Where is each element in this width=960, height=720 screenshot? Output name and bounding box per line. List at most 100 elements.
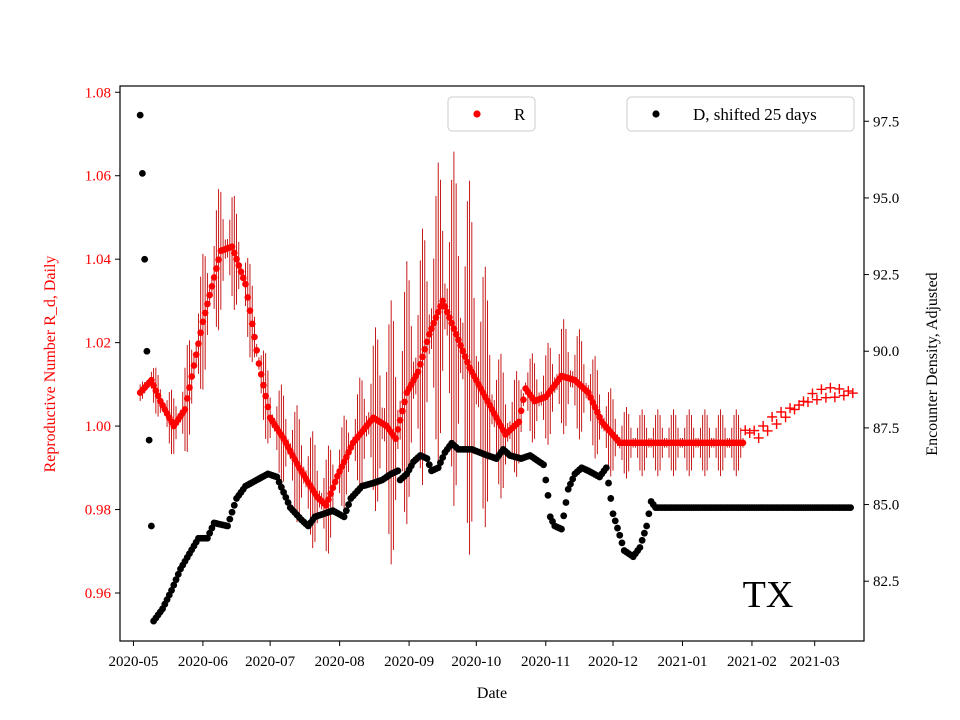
r-point	[206, 291, 213, 299]
d-point	[564, 485, 572, 493]
d-point	[275, 478, 283, 486]
r-point	[394, 426, 402, 433]
r-point	[392, 435, 399, 442]
r-forecast-point	[771, 419, 782, 430]
x-tick-label: 2020-05	[108, 654, 158, 670]
r-point	[230, 249, 238, 257]
r-point	[233, 255, 240, 263]
r-forecast-point	[802, 396, 813, 407]
d-point	[141, 255, 149, 263]
d-point	[143, 347, 151, 355]
left-tick-label: 1.06	[85, 169, 112, 185]
r-forecast-point	[834, 383, 845, 394]
r-forecast-point	[767, 411, 778, 422]
r-point	[448, 319, 455, 327]
d-point	[618, 539, 626, 547]
d-point	[645, 510, 653, 518]
d-point	[562, 499, 570, 506]
x-tick-label: 2021-03	[790, 654, 840, 670]
x-tick-label: 2020-08	[315, 654, 365, 670]
r-forecast-point	[780, 412, 791, 423]
x-tick-label: 2020-10	[451, 654, 501, 670]
right-tick-label: 82.5	[873, 574, 899, 590]
r-forecast-point	[838, 390, 849, 401]
d-point	[145, 436, 153, 444]
r-forecast-point	[740, 425, 751, 436]
left-tick-label: 0.96	[85, 586, 112, 602]
r-forecast-point	[753, 432, 764, 443]
r-point	[457, 342, 464, 349]
r-point	[428, 325, 435, 333]
r-point	[739, 439, 747, 447]
d-point	[172, 576, 180, 584]
left-axis-ticks: 0.96 0.98 1.00 1.02 1.04 1.06 1.08	[85, 85, 120, 602]
left-tick-label: 0.98	[85, 503, 111, 519]
r-forecast-point	[811, 394, 822, 405]
right-tick-label: 87.5	[873, 421, 899, 437]
d-point	[540, 461, 547, 469]
d-point	[437, 459, 444, 467]
r-point	[201, 309, 209, 317]
r-point	[152, 387, 160, 394]
r-point	[452, 330, 460, 338]
d-point	[607, 495, 615, 502]
r-point	[461, 353, 469, 360]
r-point	[446, 314, 453, 321]
r-point	[322, 502, 330, 509]
x-tick-label: 2020-12	[588, 654, 638, 670]
r-point	[432, 314, 440, 321]
d-point	[136, 111, 144, 119]
d-point	[439, 454, 447, 461]
r-point	[331, 478, 339, 486]
r-forecast-point	[744, 427, 755, 438]
d-point	[847, 504, 854, 512]
legend-r-marker	[473, 110, 481, 118]
r-point	[419, 353, 426, 361]
r-forecast-point	[807, 388, 818, 399]
r-forecast-point	[820, 392, 831, 403]
x-tick-label: 2020-09	[384, 654, 434, 670]
r-point	[251, 333, 258, 341]
d-point	[147, 522, 155, 530]
d-point	[609, 510, 617, 518]
d-point	[434, 464, 442, 472]
left-tick-label: 1.08	[85, 85, 111, 101]
r-point	[150, 382, 157, 389]
r-point	[213, 265, 220, 272]
r-point	[459, 347, 467, 355]
x-tick-label: 2021-01	[657, 654, 707, 670]
legend-d[interactable]: D, shifted 25 days	[626, 96, 855, 132]
r-point	[181, 406, 189, 413]
r-point	[197, 329, 204, 337]
r-point	[248, 320, 256, 328]
d-point	[567, 480, 574, 488]
r-point	[244, 294, 252, 301]
r-point	[401, 398, 408, 406]
d-point	[640, 529, 648, 537]
r-point	[264, 403, 272, 411]
r-point	[188, 373, 196, 380]
r-point	[186, 384, 193, 391]
r-point	[190, 362, 198, 369]
r-point	[257, 371, 265, 378]
r-point	[199, 318, 207, 326]
r-point	[430, 319, 438, 327]
r-point	[434, 308, 442, 316]
r-point	[455, 336, 462, 344]
r-point	[399, 407, 406, 415]
legend-r[interactable]: R	[447, 96, 536, 132]
left-tick-label: 1.00	[85, 419, 111, 435]
d-point	[643, 522, 651, 530]
d-point	[605, 479, 612, 487]
d-point	[226, 515, 234, 523]
d-point	[616, 531, 624, 539]
r-forecast-point	[816, 384, 827, 395]
state-annotation: TX	[743, 574, 794, 616]
r-point	[325, 496, 332, 503]
d-point	[544, 491, 552, 499]
r-point	[441, 303, 449, 310]
r-point	[329, 484, 337, 492]
d-point	[638, 536, 646, 544]
right-tick-label: 85.0	[873, 498, 899, 514]
d-point	[425, 461, 433, 469]
